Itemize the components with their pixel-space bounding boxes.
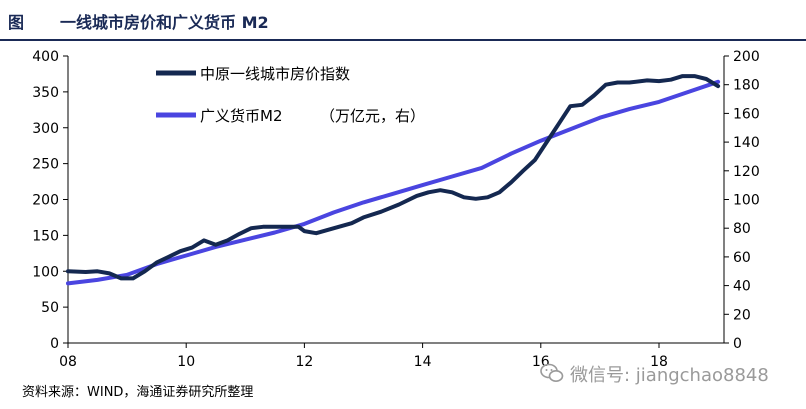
x-tick-label: 08: [59, 354, 77, 370]
axes-layer: 0 50 100 150 200 250 300 350 400 0 20 40 60 80 100 120 1…: [32, 49, 759, 370]
legend-label-m2: 广义货币M2: [200, 107, 283, 125]
y-left-tick-label: 150: [32, 228, 59, 244]
series-layer: [66, 74, 721, 286]
y-left-tick-label: 350: [32, 85, 59, 101]
legend-label-m2-unit: （万亿元，右）: [320, 107, 425, 125]
y-right-tick-label: 0: [733, 336, 742, 352]
y-right-tick-label: 40: [733, 279, 751, 295]
x-tick-label: 12: [295, 354, 313, 370]
y-right-tick-label: 80: [733, 221, 751, 237]
figure-header: 图 一线城市房价和广义货币 M2: [0, 0, 806, 41]
watermark: 微信号: jiangchao8848: [540, 359, 802, 387]
y-left-tick-label: 50: [41, 300, 59, 316]
figure-title: 一线城市房价和广义货币 M2: [60, 13, 269, 32]
y-right-tick-label: 160: [733, 106, 760, 122]
x-tick-label: 10: [177, 354, 195, 370]
y-right-tick-label: 60: [733, 250, 751, 266]
series-line-price-index: [66, 74, 721, 281]
x-tick-label: 14: [414, 354, 432, 370]
title-divider: [0, 39, 806, 41]
y-left-tick-label: 0: [50, 336, 59, 352]
y-left-tick-label: 100: [32, 264, 59, 280]
legend-label-price: 中原一线城市房价指数: [200, 65, 350, 83]
figure-label: 图: [8, 13, 25, 32]
series-line-m2: [66, 79, 721, 286]
x-tick-label: 18: [650, 354, 668, 370]
legend: 中原一线城市房价指数 广义货币M2 （万亿元，右）: [156, 65, 425, 125]
watermark-text: 微信号: jiangchao8848: [570, 365, 769, 386]
y-right-tick-label: 140: [733, 135, 760, 151]
source-note: 资料来源：WIND，海通证券研究所整理: [22, 385, 254, 400]
y-right-tick-label: 120: [733, 164, 760, 180]
y-left-tick-label: 200: [32, 193, 59, 209]
y-right-tick-label: 20: [733, 307, 751, 323]
y-right-tick-label: 200: [733, 49, 760, 65]
y-left-tick-label: 400: [32, 49, 59, 65]
wechat-icon: [540, 363, 564, 382]
y-left-tick-label: 300: [32, 121, 59, 137]
y-right-tick-label: 100: [733, 193, 760, 209]
y-left-tick-label: 250: [32, 157, 59, 173]
y-right-tick-label: 180: [733, 78, 760, 94]
